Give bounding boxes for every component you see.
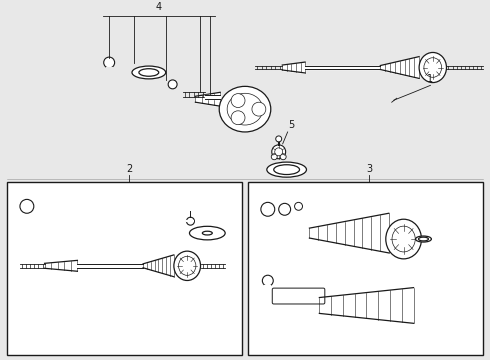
Circle shape bbox=[279, 203, 291, 215]
Text: 4: 4 bbox=[156, 2, 162, 12]
Ellipse shape bbox=[132, 66, 166, 79]
Bar bbox=[7, 181, 242, 355]
Circle shape bbox=[271, 154, 277, 160]
Text: 1: 1 bbox=[427, 75, 434, 84]
Bar bbox=[248, 181, 483, 355]
Ellipse shape bbox=[174, 251, 200, 280]
Circle shape bbox=[276, 136, 282, 142]
Ellipse shape bbox=[418, 237, 428, 241]
Ellipse shape bbox=[227, 93, 263, 125]
Ellipse shape bbox=[416, 236, 431, 242]
Text: 3: 3 bbox=[366, 163, 372, 174]
Ellipse shape bbox=[419, 53, 446, 82]
Circle shape bbox=[20, 199, 34, 213]
FancyBboxPatch shape bbox=[272, 288, 325, 304]
Ellipse shape bbox=[219, 86, 271, 132]
Ellipse shape bbox=[190, 226, 225, 240]
Circle shape bbox=[275, 148, 283, 156]
Circle shape bbox=[231, 111, 245, 125]
Circle shape bbox=[280, 154, 286, 160]
Ellipse shape bbox=[392, 226, 415, 252]
Ellipse shape bbox=[424, 58, 441, 77]
Circle shape bbox=[262, 275, 273, 286]
Circle shape bbox=[294, 202, 302, 210]
Text: 2: 2 bbox=[126, 163, 132, 174]
Circle shape bbox=[231, 94, 245, 108]
Text: 5: 5 bbox=[289, 120, 294, 130]
Circle shape bbox=[252, 102, 266, 116]
Circle shape bbox=[168, 80, 177, 89]
Ellipse shape bbox=[178, 256, 196, 275]
Circle shape bbox=[272, 145, 286, 159]
Ellipse shape bbox=[274, 165, 299, 175]
Circle shape bbox=[187, 217, 195, 225]
Ellipse shape bbox=[202, 231, 212, 235]
Ellipse shape bbox=[386, 219, 421, 259]
Ellipse shape bbox=[267, 162, 306, 177]
Circle shape bbox=[104, 57, 115, 68]
Ellipse shape bbox=[139, 69, 159, 76]
Circle shape bbox=[261, 202, 275, 216]
